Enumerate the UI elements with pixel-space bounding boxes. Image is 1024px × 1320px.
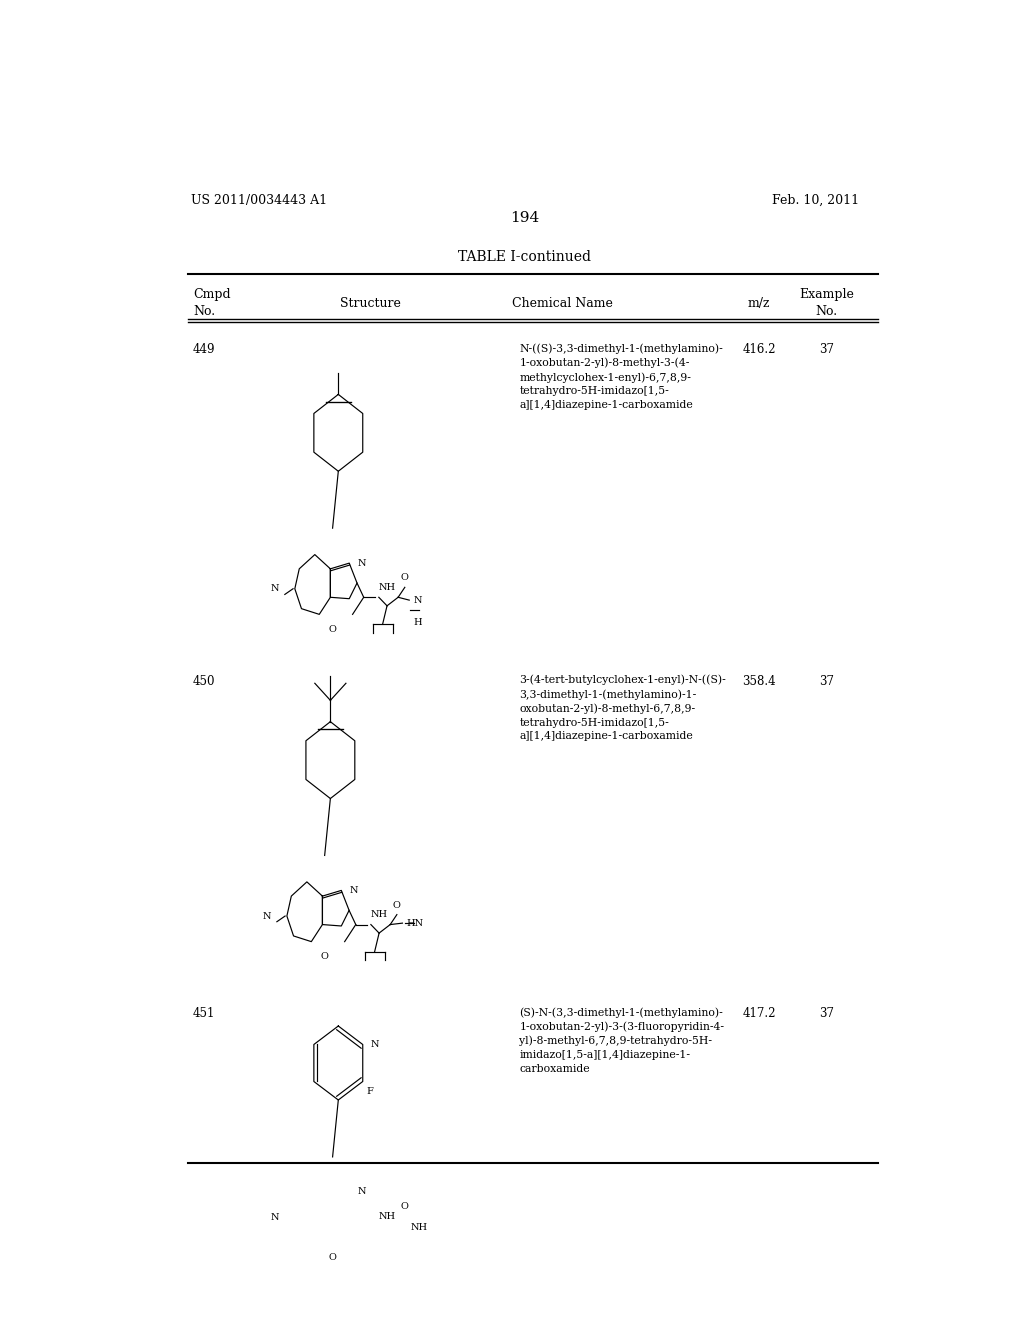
- Text: 449: 449: [194, 343, 216, 356]
- Text: O: O: [400, 1203, 409, 1210]
- Text: HN: HN: [407, 919, 424, 928]
- Text: No.: No.: [194, 305, 215, 318]
- Text: Structure: Structure: [340, 297, 400, 310]
- Text: N: N: [270, 1213, 279, 1222]
- Text: 417.2: 417.2: [742, 1007, 775, 1020]
- Text: 416.2: 416.2: [742, 343, 775, 356]
- Text: Example: Example: [799, 289, 854, 301]
- Text: Feb. 10, 2011: Feb. 10, 2011: [772, 194, 859, 207]
- Text: 358.4: 358.4: [742, 675, 776, 688]
- Text: N: N: [262, 912, 271, 920]
- Text: 450: 450: [194, 675, 216, 688]
- Text: N: N: [371, 1040, 379, 1049]
- Text: 451: 451: [194, 1007, 215, 1020]
- Text: m/z: m/z: [748, 297, 770, 310]
- Text: NH: NH: [411, 1222, 428, 1232]
- Text: H: H: [414, 619, 422, 627]
- Text: O: O: [329, 1253, 337, 1262]
- Text: O: O: [329, 624, 337, 634]
- Text: NH: NH: [379, 583, 396, 593]
- Text: 3-(4-tert-butylcyclohex-1-enyl)-N-((S)-
3,3-dimethyl-1-(methylamino)-1-
oxobutan: 3-(4-tert-butylcyclohex-1-enyl)-N-((S)- …: [519, 675, 726, 742]
- Text: No.: No.: [815, 305, 838, 318]
- Text: 37: 37: [819, 675, 834, 688]
- Text: N: N: [349, 886, 357, 895]
- Text: O: O: [400, 573, 409, 582]
- Text: O: O: [393, 900, 400, 909]
- Text: TABLE I-continued: TABLE I-continued: [459, 249, 591, 264]
- Text: US 2011/0034443 A1: US 2011/0034443 A1: [190, 194, 327, 207]
- Text: Chemical Name: Chemical Name: [512, 297, 613, 310]
- Text: N: N: [270, 585, 279, 593]
- Text: N-((S)-3,3-dimethyl-1-(methylamino)-
1-oxobutan-2-yl)-8-methyl-3-(4-
methylcyclo: N-((S)-3,3-dimethyl-1-(methylamino)- 1-o…: [519, 343, 723, 411]
- Text: NH: NH: [379, 1212, 396, 1221]
- Text: N: N: [357, 1188, 366, 1196]
- Text: Cmpd: Cmpd: [194, 289, 230, 301]
- Text: NH: NH: [371, 911, 388, 920]
- Text: 37: 37: [819, 343, 834, 356]
- Text: 37: 37: [819, 1007, 834, 1020]
- Text: N: N: [414, 595, 422, 605]
- Text: 194: 194: [510, 211, 540, 226]
- Text: (S)-N-(3,3-dimethyl-1-(methylamino)-
1-oxobutan-2-yl)-3-(3-fluoropyridin-4-
yl)-: (S)-N-(3,3-dimethyl-1-(methylamino)- 1-o…: [519, 1007, 724, 1073]
- Text: O: O: [321, 952, 329, 961]
- Text: F: F: [367, 1086, 374, 1096]
- Text: N: N: [357, 558, 366, 568]
